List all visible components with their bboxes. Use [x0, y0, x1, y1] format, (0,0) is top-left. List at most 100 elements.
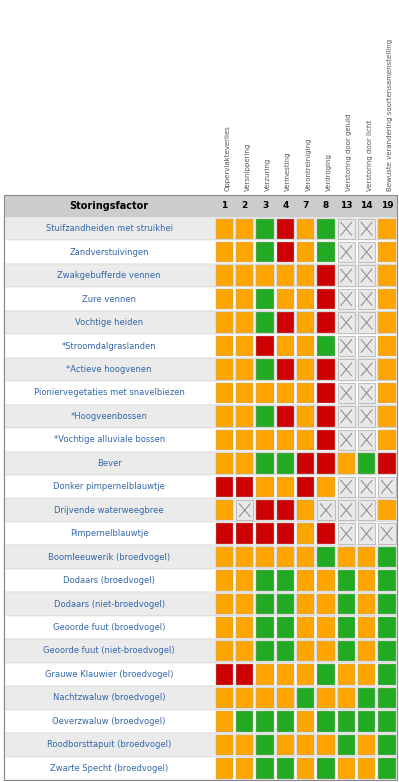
Bar: [216, 523, 233, 544]
Bar: [378, 664, 395, 685]
Bar: [257, 453, 274, 474]
Bar: [338, 711, 355, 732]
Text: Verstoring door licht: Verstoring door licht: [367, 120, 373, 191]
Bar: [216, 265, 233, 286]
Bar: [257, 594, 274, 615]
Bar: [236, 711, 253, 732]
Bar: [317, 640, 335, 662]
Bar: [4, 498, 397, 522]
Text: Geoorde fuut (niet-broedvogel): Geoorde fuut (niet-broedvogel): [43, 647, 175, 655]
Bar: [317, 242, 335, 263]
Bar: [378, 500, 395, 521]
Bar: [378, 640, 395, 662]
Bar: [236, 664, 253, 685]
Text: *Vochtige alluviale bossen: *Vochtige alluviale bossen: [53, 436, 165, 444]
Text: Nachtzwaluw (broedvogel): Nachtzwaluw (broedvogel): [53, 694, 165, 702]
Text: Vermesting: Vermesting: [285, 152, 291, 191]
Text: Verzuring: Verzuring: [265, 158, 271, 191]
Bar: [257, 335, 274, 357]
Bar: [216, 453, 233, 474]
Bar: [216, 594, 233, 615]
Bar: [236, 758, 253, 779]
Bar: [358, 476, 375, 497]
Text: Verontreiniging: Verontreiniging: [306, 138, 312, 191]
Bar: [317, 547, 335, 568]
Bar: [317, 265, 335, 286]
Bar: [4, 615, 397, 639]
Bar: [297, 429, 314, 450]
Bar: [297, 523, 314, 544]
Bar: [378, 547, 395, 568]
Bar: [236, 617, 253, 638]
Bar: [4, 195, 397, 217]
Bar: [236, 312, 253, 333]
Bar: [4, 357, 397, 381]
Bar: [317, 476, 335, 497]
Bar: [277, 312, 294, 333]
Bar: [277, 265, 294, 286]
Bar: [257, 664, 274, 685]
Bar: [338, 664, 355, 685]
Bar: [358, 382, 375, 404]
Bar: [257, 711, 274, 732]
Bar: [216, 382, 233, 404]
Bar: [277, 758, 294, 779]
Bar: [378, 570, 395, 591]
Text: Drijvende waterweegbree: Drijvende waterweegbree: [54, 506, 164, 515]
Bar: [378, 218, 395, 239]
Bar: [277, 640, 294, 662]
Bar: [277, 429, 294, 450]
Text: Dodaars (broedvogel): Dodaars (broedvogel): [63, 576, 155, 585]
Text: Versnippering: Versnippering: [245, 143, 251, 191]
Bar: [257, 242, 274, 263]
Bar: [277, 359, 294, 380]
Bar: [338, 312, 355, 333]
Bar: [216, 312, 233, 333]
Bar: [338, 476, 355, 497]
Bar: [378, 523, 395, 544]
Bar: [4, 310, 397, 334]
Bar: [358, 312, 375, 333]
Text: 4: 4: [282, 202, 288, 210]
Bar: [257, 429, 274, 450]
Bar: [358, 640, 375, 662]
Bar: [378, 359, 395, 380]
Bar: [358, 429, 375, 450]
Bar: [236, 734, 253, 755]
Bar: [378, 617, 395, 638]
Bar: [4, 522, 397, 545]
Bar: [4, 381, 397, 404]
Bar: [236, 547, 253, 568]
Bar: [317, 594, 335, 615]
Bar: [378, 242, 395, 263]
Bar: [236, 335, 253, 357]
Text: 7: 7: [302, 202, 309, 210]
Bar: [4, 240, 397, 264]
Bar: [358, 734, 375, 755]
Bar: [277, 617, 294, 638]
Bar: [236, 687, 253, 708]
Text: Zwakgebufferde vennen: Zwakgebufferde vennen: [57, 271, 161, 280]
Bar: [358, 570, 375, 591]
Bar: [297, 570, 314, 591]
Bar: [297, 335, 314, 357]
Bar: [277, 547, 294, 568]
Bar: [257, 640, 274, 662]
Bar: [317, 453, 335, 474]
Bar: [236, 500, 253, 521]
Bar: [257, 289, 274, 310]
Bar: [216, 734, 233, 755]
Bar: [297, 453, 314, 474]
Bar: [338, 640, 355, 662]
Bar: [257, 359, 274, 380]
Bar: [378, 265, 395, 286]
Bar: [358, 406, 375, 427]
Bar: [338, 734, 355, 755]
Bar: [317, 429, 335, 450]
Bar: [338, 758, 355, 779]
Text: Zwarte Specht (broedvogel): Zwarte Specht (broedvogel): [50, 764, 168, 773]
Bar: [317, 711, 335, 732]
Text: Bever: Bever: [97, 459, 122, 468]
Bar: [297, 758, 314, 779]
Bar: [317, 500, 335, 521]
